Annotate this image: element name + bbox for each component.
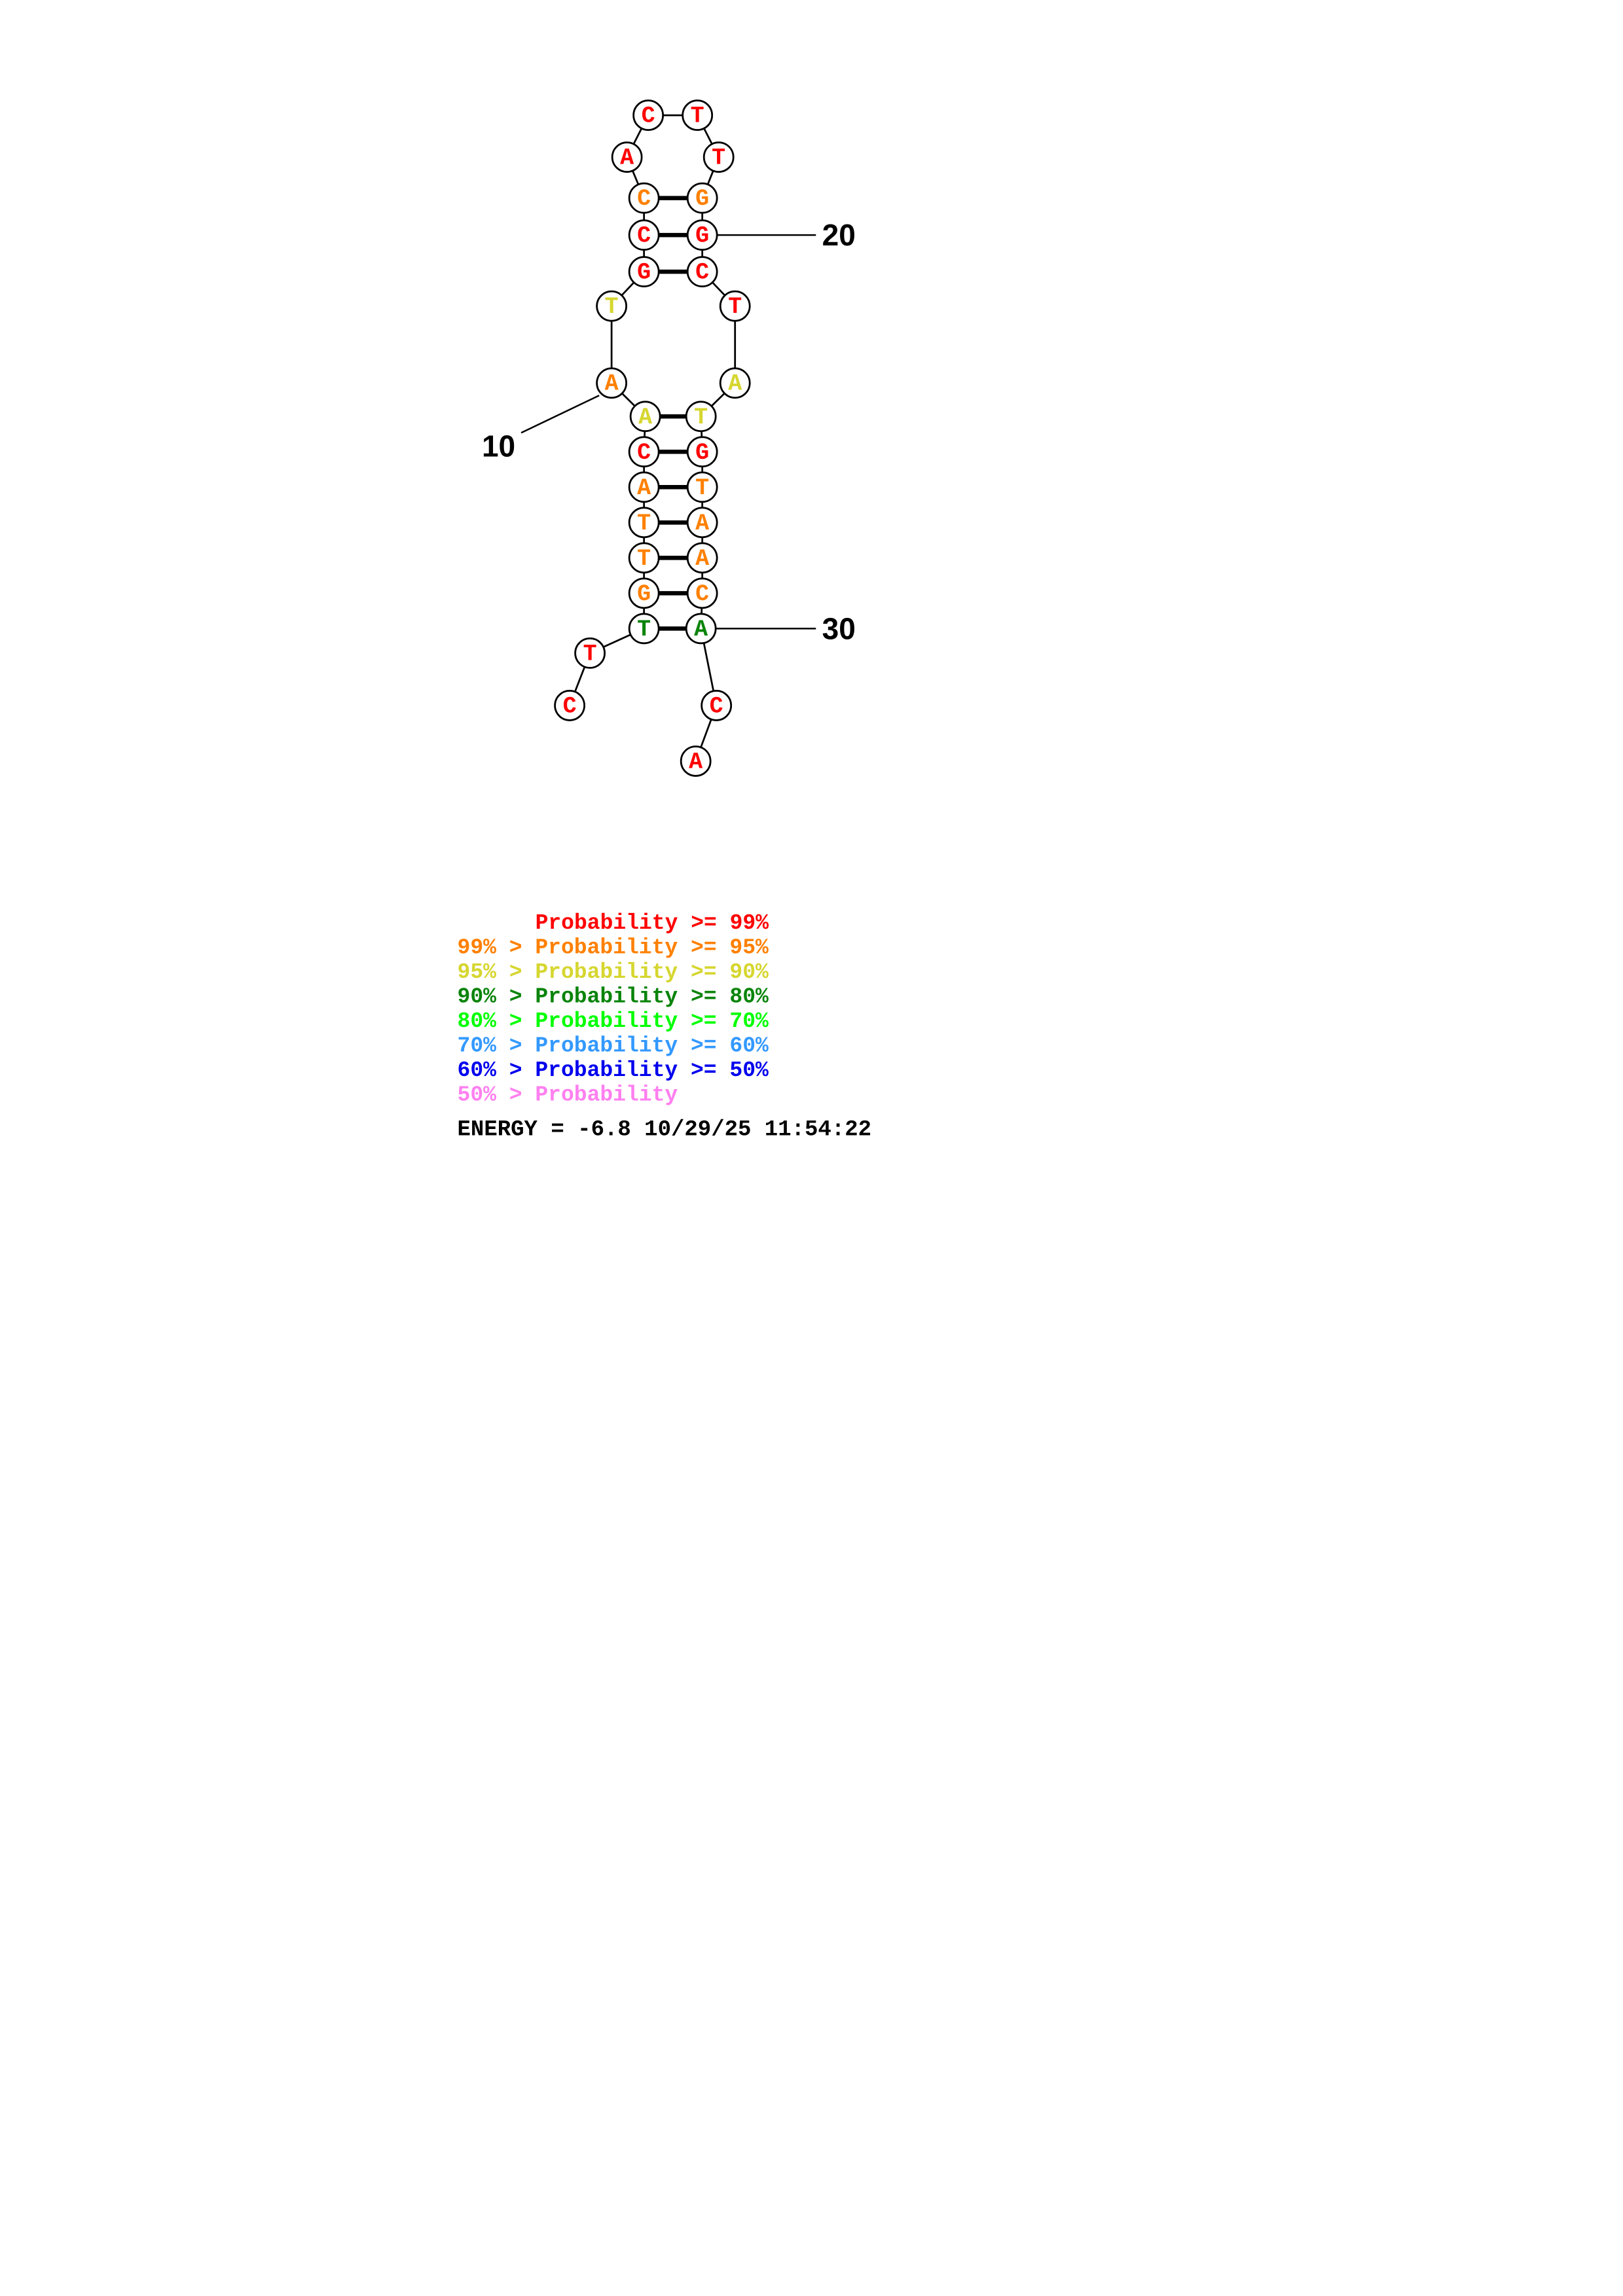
position-leader-line: [520, 395, 600, 434]
nucleotide-circle: [629, 401, 661, 433]
nucleotide-letter: T: [637, 546, 651, 572]
nucleotide-letter: A: [689, 749, 702, 775]
legend-row: 90% > Probability >= 80%: [457, 985, 768, 1009]
nucleotide-letter: A: [694, 617, 708, 643]
nucleotide-letter: T: [690, 103, 704, 130]
nucleotide-letter: C: [641, 103, 655, 130]
nucleotide-circle: [628, 613, 660, 645]
position-label: 10: [481, 429, 515, 463]
nucleotide-letter: A: [604, 371, 618, 397]
nucleotide-letter: G: [637, 581, 651, 607]
nucleotide-letter: T: [583, 641, 596, 667]
nucleotide-letter: A: [638, 404, 652, 431]
nucleotide-circle: [686, 577, 718, 609]
nucleotide-letter: G: [637, 260, 651, 286]
nucleotide-circle: [686, 507, 718, 539]
nucleotide-letter: A: [695, 511, 709, 537]
position-leader-lines: [520, 234, 816, 630]
nucleotide-circle: [719, 290, 751, 322]
nucleotide-circle: [628, 219, 660, 251]
legend-row: 60% > Probability >= 50%: [457, 1058, 768, 1083]
nucleotide-circle: [686, 542, 718, 574]
nucleotide-circle: [681, 99, 713, 131]
nucleotide-circle: [700, 690, 732, 721]
nucleotide-circles: [553, 99, 751, 777]
probability-legend: Probability >= 99%99% > Probability >= 9…: [457, 911, 769, 1107]
nucleotide-circle: [685, 613, 717, 645]
nucleotide-letter: T: [695, 475, 709, 501]
nucleotide-circle: [632, 99, 664, 131]
nucleotide-circle: [595, 290, 627, 322]
nucleotide-circle: [686, 436, 718, 468]
nucleotide-circle: [628, 256, 660, 288]
nucleotide-letter: C: [562, 693, 576, 719]
nucleotide-circle: [628, 436, 660, 468]
nucleotide-circle: [702, 141, 735, 173]
nucleotide-letter: C: [709, 693, 723, 719]
nucleotide-circle: [680, 745, 712, 777]
nucleotide-circle: [719, 367, 751, 399]
nucleotide-letter: A: [695, 546, 709, 572]
nucleotide-circle: [628, 577, 660, 609]
nucleotide-letter: G: [695, 223, 709, 249]
energy-text: ENERGY = -6.8 10/29/25 11:54:22: [457, 1118, 871, 1143]
nucleotide-letter: C: [695, 581, 709, 607]
nucleotide-circle: [686, 471, 718, 503]
nucleotide-letter: T: [637, 511, 651, 537]
position-label: 20: [822, 218, 855, 252]
nucleotide-letter: A: [637, 475, 651, 501]
nucleotide-letter: T: [694, 404, 708, 431]
nucleotide-letter: G: [695, 186, 709, 212]
nucleotide-letter: T: [712, 145, 725, 171]
nucleotide-circle: [553, 690, 585, 721]
nucleotide-circle: [628, 471, 660, 503]
nucleotide-letter: C: [637, 186, 651, 212]
nucleotide-circle: [574, 637, 606, 669]
nucleotide-letter: T: [728, 294, 742, 320]
nucleotide-letter: T: [604, 294, 618, 320]
nucleotide-circle: [628, 542, 660, 574]
nucleotide-circle: [686, 256, 718, 288]
nucleotide-letter: A: [620, 145, 634, 171]
nucleotide-letter: C: [637, 223, 651, 249]
nucleotide-circle: [595, 367, 627, 399]
nucleotide-circle: [686, 182, 718, 214]
nucleotide-circle: [686, 219, 718, 251]
position-label: 30: [822, 611, 855, 645]
legend-row: 80% > Probability >= 70%: [457, 1009, 768, 1033]
nucleotide-circle: [628, 182, 660, 214]
nucleotide-letter: C: [695, 260, 709, 286]
legend-row: 95% > Probability >= 90%: [457, 960, 768, 984]
nucleotide-circle: [628, 507, 660, 539]
nucleotide-circle: [685, 401, 717, 433]
legend-row: 99% > Probability >= 95%: [457, 936, 768, 960]
nucleotide-letter: C: [637, 440, 651, 466]
nucleotide-letter: T: [637, 617, 651, 643]
nucleotide-letter: A: [728, 371, 742, 397]
nucleotide-circle: [611, 141, 643, 173]
nucleotide-letter: G: [695, 440, 709, 466]
legend-row: 50% > Probability: [457, 1083, 678, 1107]
position-labels: 10 20 30: [481, 218, 855, 645]
legend-row: Probability >= 99%: [535, 911, 769, 935]
legend-row: 70% > Probability >= 60%: [457, 1034, 768, 1058]
